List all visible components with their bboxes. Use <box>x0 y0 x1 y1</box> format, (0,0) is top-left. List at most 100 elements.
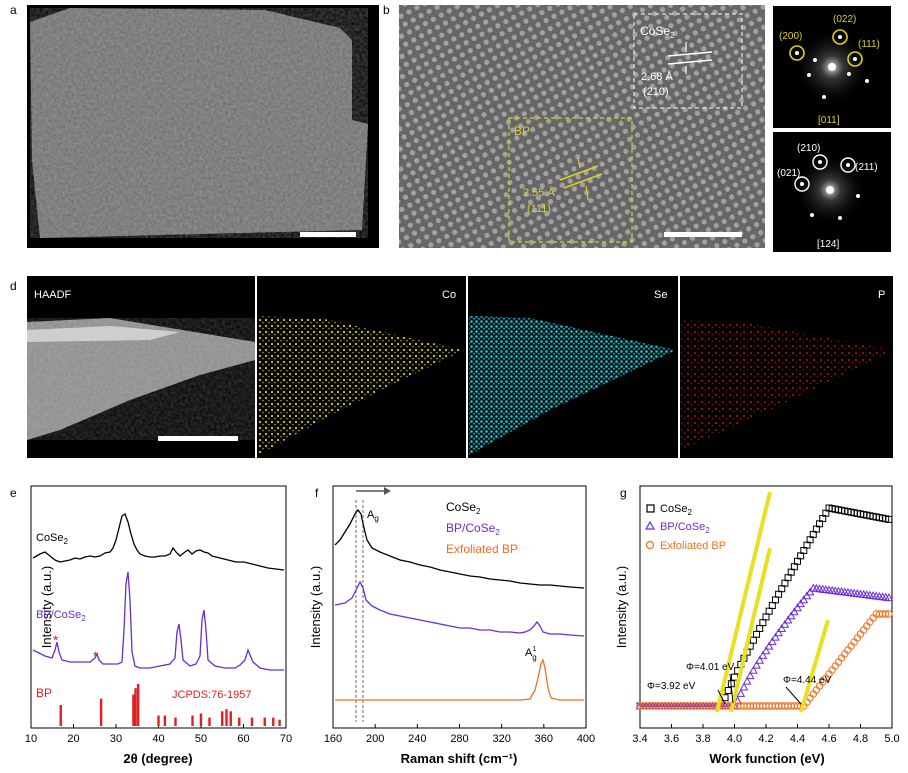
g-point-cose2 <box>731 673 738 681</box>
scale-bar-b <box>664 232 742 237</box>
g-xtick-label: 5.0 <box>884 733 899 745</box>
cose2-plane: (210) <box>643 86 669 98</box>
xrd-curve-cose2 <box>32 513 285 571</box>
g-point-bp-cose2 <box>733 696 742 705</box>
g-point-bp-cose2 <box>783 615 793 624</box>
scale-bar-d <box>158 436 238 441</box>
g-fit-bp-cose2 <box>729 547 772 713</box>
panel-letter-a: a <box>10 3 17 17</box>
g-point-cose2 <box>749 636 757 644</box>
g-point-bp-cose2 <box>749 665 758 674</box>
f-xtick-label: 240 <box>408 733 426 745</box>
e-label-bp-cose2: BP/CoSe2 <box>36 609 86 623</box>
panel-g: g 3.4 3.6 3.8 4.0 4.2 4.4 4.6 4.8 5.0 Intensity … <box>614 485 900 766</box>
g-point-bp-cose2 <box>786 611 796 620</box>
panel-letter-d: d <box>10 279 17 293</box>
f-xtick-label: 360 <box>535 733 553 745</box>
g-point-bp-cose2 <box>736 688 746 697</box>
bp-region-box <box>508 117 633 243</box>
g-point-bp-cose2 <box>790 607 799 616</box>
cose2-label: CoSe2 <box>640 24 675 40</box>
bp-label: BP <box>514 124 530 138</box>
f-xtick-label: 280 <box>450 733 468 745</box>
g-point-bp-cose2 <box>767 637 777 646</box>
map-p <box>681 320 893 450</box>
f-xtick-label: 160 <box>324 733 342 745</box>
g-xtick-label: 3.6 <box>664 733 679 745</box>
g-fit-exfoliated-bp <box>799 619 830 713</box>
g-point-cose2 <box>762 613 770 621</box>
bp-spacing: 2.55 Å <box>523 186 555 199</box>
g-point-exfoliated-bp <box>885 610 893 618</box>
g-point-bp-cose2 <box>793 603 802 612</box>
e-xtick-label: 10 <box>25 733 37 745</box>
g-fit-cose2 <box>715 491 772 713</box>
e-xtick-label: 30 <box>110 733 122 745</box>
g-point-cose2 <box>759 619 767 627</box>
g-legend-marker-exfoliated-bp <box>645 540 655 550</box>
panel-letter-e: e <box>10 486 17 500</box>
panel-a: a <box>10 3 379 248</box>
panel-c: c (200) (022) (111) [011] (210) (021) <box>773 3 891 252</box>
e-star-1: * <box>53 632 59 648</box>
g-point-bp-cose2 <box>758 650 768 659</box>
g-legend-exfoliated-bp: Exfoliated BP <box>660 540 726 552</box>
g-point-bp-cose2 <box>805 587 815 596</box>
panel-letter-b: b <box>383 3 390 17</box>
f-legend-exfoliated-bp: Exfoliated BP <box>446 542 518 556</box>
g-point-cose2 <box>765 607 773 615</box>
e-ylabel: Intensity (a.u.) <box>39 566 54 648</box>
xrd-curve-bp-cose2 <box>32 571 284 671</box>
panel-e: e 10 20 30 40 50 60 70 Intensity (a.u.) 2θ (de… <box>10 485 292 766</box>
g-xlabel: Work function (eV) <box>709 751 824 766</box>
g-point-bp-cose2 <box>771 632 780 641</box>
e-label-cose2: CoSe2 <box>36 532 69 546</box>
e-jcpds-label: JCPDS:76-1957 <box>172 689 252 701</box>
panel-b: b CoSe2 2.68 Å (210) BP 2.55 Å (111) <box>383 3 765 248</box>
g-annotation-401: Φ=4.01 eV <box>686 662 735 673</box>
e-xtick-label: 40 <box>152 733 164 745</box>
e-xtick-label: 60 <box>237 733 249 745</box>
g-point-bp-cose2 <box>796 599 805 608</box>
raman-curve-bp-cose2 <box>334 580 585 637</box>
fft-top-spot-200: (200) <box>779 31 802 42</box>
g-xtick-label: 4.4 <box>790 733 805 745</box>
e-xlabel: 2θ (degree) <box>123 751 192 766</box>
e-xtick-label: 70 <box>280 733 292 745</box>
g-xtick-label: 4.6 <box>821 733 836 745</box>
map-label-co: Co <box>442 289 456 301</box>
g-point-cose2 <box>724 687 732 695</box>
fft-bottom-spot-210: (210) <box>797 143 820 154</box>
g-point-bp-cose2 <box>799 595 809 604</box>
map-label-haadf: HAADF <box>34 289 72 301</box>
fft-bottom-spot-211: (211) <box>855 162 878 173</box>
g-point-bp-cose2 <box>752 660 761 669</box>
g-legend-bp-cose2: BP/CoSe2 <box>660 521 710 535</box>
g-xtick-label: 3.4 <box>632 733 647 745</box>
scale-bar-a <box>300 232 356 237</box>
map-se <box>469 316 676 455</box>
f-legend-cose2: CoSe2 <box>446 500 481 516</box>
f-xtick-label: 400 <box>577 733 595 745</box>
g-point-bp-cose2 <box>777 623 787 632</box>
map-label-se: Se <box>654 289 667 301</box>
g-point-cose2 <box>771 596 779 604</box>
g-point-cose2 <box>768 602 776 610</box>
e-xtick-label: 50 <box>195 733 207 745</box>
fft-bottom-spot-021: (021) <box>777 168 800 179</box>
f-xtick-label: 200 <box>366 733 384 745</box>
panel-d: d HAADF Co Se P <box>10 276 893 458</box>
g-point-bp-cose2 <box>742 676 752 685</box>
f-ag1: A1 g <box>525 646 537 662</box>
panel-f: f 160 200 240 280 320 360 400 Intensity (a.u.)… <box>308 485 595 766</box>
fft-top-zone: [011] <box>818 115 840 126</box>
g-point-bp-cose2 <box>780 619 790 628</box>
e-star-2: * <box>93 648 99 664</box>
g-point-bp-cose2 <box>739 682 749 691</box>
g-point-cose2 <box>756 624 764 632</box>
panel-letter-g: g <box>620 486 627 500</box>
g-legend-marker-bp-cose2 <box>644 520 656 530</box>
g-point-bp-cose2 <box>755 655 765 664</box>
g-xtick-label: 4.8 <box>853 733 868 745</box>
